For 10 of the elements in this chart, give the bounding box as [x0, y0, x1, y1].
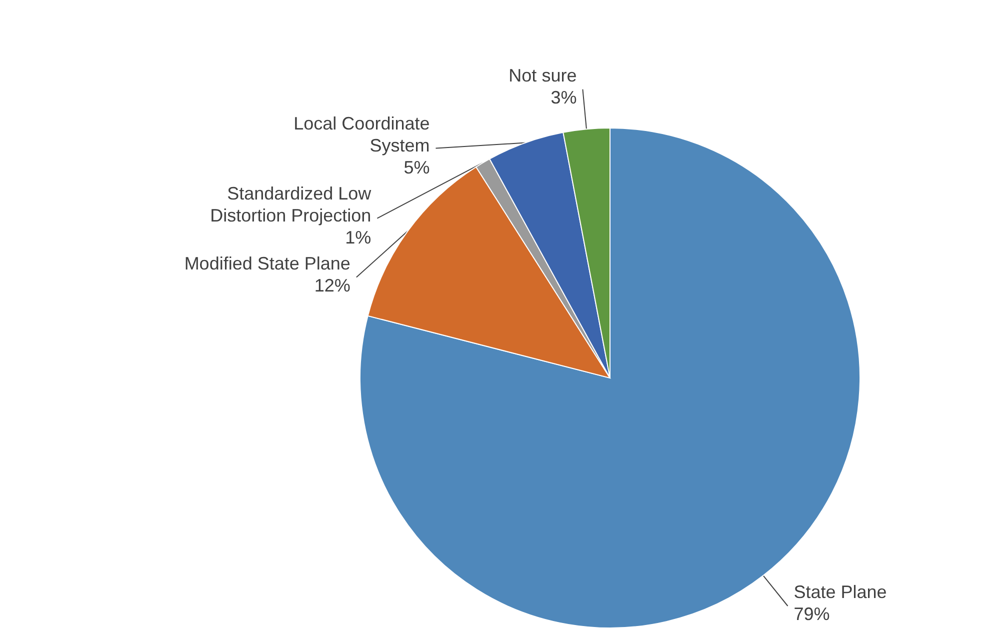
- data-label: 12%: [314, 275, 350, 296]
- slice-label: State Plane: [794, 582, 887, 602]
- slice-label: Modified State Plane: [184, 253, 350, 274]
- data-label: 1%: [345, 227, 372, 248]
- slice-label: Standardized Low Distortion Projection: [210, 183, 372, 226]
- slice-label: Not sure: [508, 65, 577, 86]
- data-label: 79%: [794, 604, 830, 624]
- slice-label: Local Coordinate System: [294, 113, 430, 156]
- data-label: 5%: [404, 157, 430, 178]
- data-label: 3%: [550, 87, 577, 108]
